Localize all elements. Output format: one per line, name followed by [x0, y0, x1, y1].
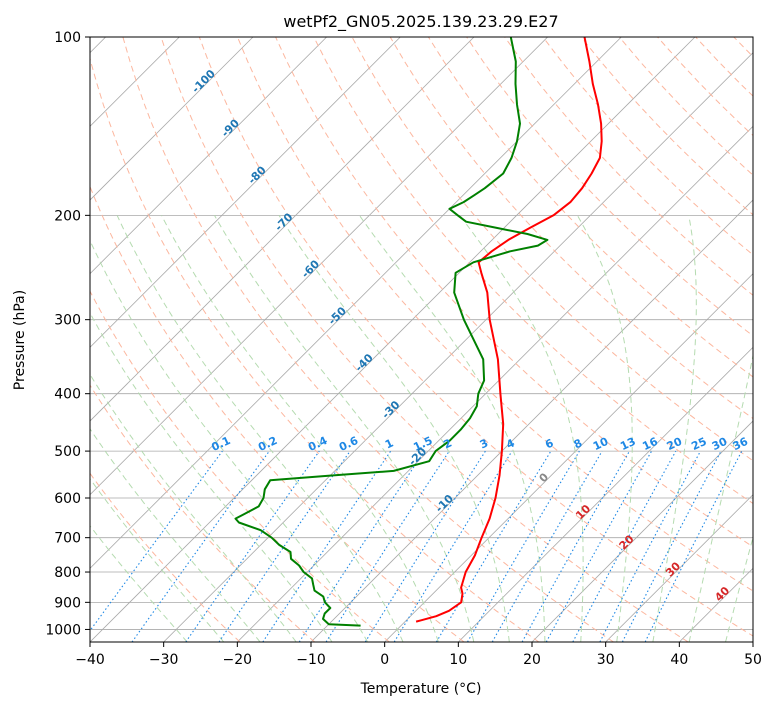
data-lines — [234, 37, 603, 627]
temperature-profile-line — [415, 37, 603, 623]
x-tick-label: −10 — [296, 652, 326, 668]
isotherm-line — [90, 37, 622, 569]
mixing-ratio-line — [90, 450, 223, 632]
x-tick-label: −40 — [75, 652, 105, 668]
dry-adiabat-line — [90, 472, 241, 642]
mixing-ratio-line — [325, 450, 450, 642]
isotherm-line — [90, 37, 548, 496]
dry-adiabat-line — [504, 37, 753, 296]
moist-adiabat-line — [90, 373, 297, 642]
isotherm-line — [310, 199, 753, 642]
mixing-ratio-line — [521, 450, 630, 642]
mixing-ratio-line — [131, 450, 270, 642]
mixing-ratio-line — [393, 450, 513, 642]
x-tick-label: −30 — [149, 652, 179, 668]
mixing-ratio-line — [218, 450, 351, 642]
isotherm-line — [90, 37, 327, 275]
moist-adiabat-line — [90, 427, 261, 642]
mixing-ratio-line — [572, 450, 677, 642]
background-lines — [90, 37, 753, 642]
axis-ticks: −40 −30 −20 −10 0 10 20 30 40 50 100 200 300 400 500 60… — [45, 30, 762, 668]
y-tick-label: 600 — [54, 491, 81, 507]
dry-adiabat-line — [313, 37, 753, 505]
mixing-ratio-label: 20 — [665, 435, 685, 453]
x-tick-label: 0 — [380, 652, 389, 668]
isotherm-line — [384, 273, 753, 642]
dry-adiabat-line — [237, 37, 753, 592]
x-tick-label: 50 — [744, 652, 762, 668]
moist-adiabat-line — [358, 215, 546, 642]
x-tick-label: −20 — [223, 652, 253, 668]
moist-adiabat-line — [459, 215, 584, 642]
mixing-ratio-line — [545, 450, 653, 642]
dry-adiabat-line — [198, 37, 753, 637]
plot-background — [90, 37, 753, 642]
y-tick-label: 300 — [54, 313, 81, 329]
chart-title: wetPf2_GN05.2025.139.23.29.E27 — [283, 12, 558, 32]
x-axis-label: Temperature (°C) — [360, 681, 482, 697]
y-tick-label: 200 — [54, 208, 81, 224]
mixing-ratio-label: 16 — [640, 435, 660, 453]
y-axis-label: Pressure (hPa) — [12, 290, 28, 390]
moist-adiabat-line — [116, 215, 404, 642]
y-tick-label: 400 — [54, 387, 81, 403]
dry-adiabat-line — [90, 384, 316, 642]
isotherm-line — [90, 37, 401, 348]
moist-adiabat-line — [652, 215, 697, 642]
moist-adiabat-line — [213, 215, 475, 642]
moist-adiabat-line — [576, 215, 633, 642]
mixing-ratio-line — [262, 450, 392, 642]
y-tick-label: 1000 — [45, 622, 81, 638]
y-tick-label: 800 — [54, 565, 81, 581]
mixing-ratio-line — [185, 450, 320, 642]
moist-adiabat-line — [161, 215, 439, 642]
mixing-ratio-label: 10 — [591, 435, 611, 453]
isotherm-line — [458, 346, 753, 642]
dry-adiabat-line — [427, 37, 753, 378]
isotherm-line — [237, 125, 753, 642]
dry-adiabat-line — [351, 37, 753, 462]
dry-adiabat-line — [90, 290, 390, 642]
y-tick-label: 900 — [54, 595, 81, 611]
dry-adiabat-line — [90, 185, 465, 642]
mixing-ratio-line — [298, 450, 425, 642]
dry-adiabat-line — [275, 37, 753, 548]
x-tick-label: 20 — [523, 652, 541, 668]
x-tick-label: 10 — [449, 652, 467, 668]
y-tick-label: 100 — [54, 30, 81, 46]
isotherm-line — [605, 494, 753, 642]
dry-adiabat-line — [389, 37, 753, 420]
x-tick-label: 30 — [597, 652, 615, 668]
dry-adiabat-line — [160, 37, 689, 642]
dry-adiabat-line — [90, 56, 540, 642]
x-tick-label: 40 — [670, 652, 688, 668]
mixing-ratio-line — [644, 450, 743, 642]
moist-adiabat-line — [90, 311, 333, 642]
mixing-ratio-label: 25 — [689, 435, 708, 453]
mixing-ratio-label: 36 — [731, 435, 751, 453]
mixing-ratio-label: 13 — [618, 435, 637, 453]
y-tick-label: 500 — [54, 444, 81, 460]
moist-adiabat-line — [90, 477, 225, 642]
dewpoint-profile-line — [234, 37, 549, 627]
isotherm-line — [90, 37, 696, 642]
plot-frame — [89, 36, 754, 643]
isotherm-line — [90, 37, 475, 422]
y-tick-label: 700 — [54, 531, 81, 547]
mixing-ratio-label: 30 — [710, 435, 730, 453]
isotherm-line — [531, 420, 753, 642]
moist-adiabat-line — [90, 239, 369, 642]
isotherm-line — [90, 37, 254, 201]
moist-adiabat-line — [278, 215, 510, 642]
dry-adiabat-line — [122, 37, 614, 642]
isotherm-line — [163, 52, 753, 642]
dry-adiabat-line — [466, 37, 753, 337]
